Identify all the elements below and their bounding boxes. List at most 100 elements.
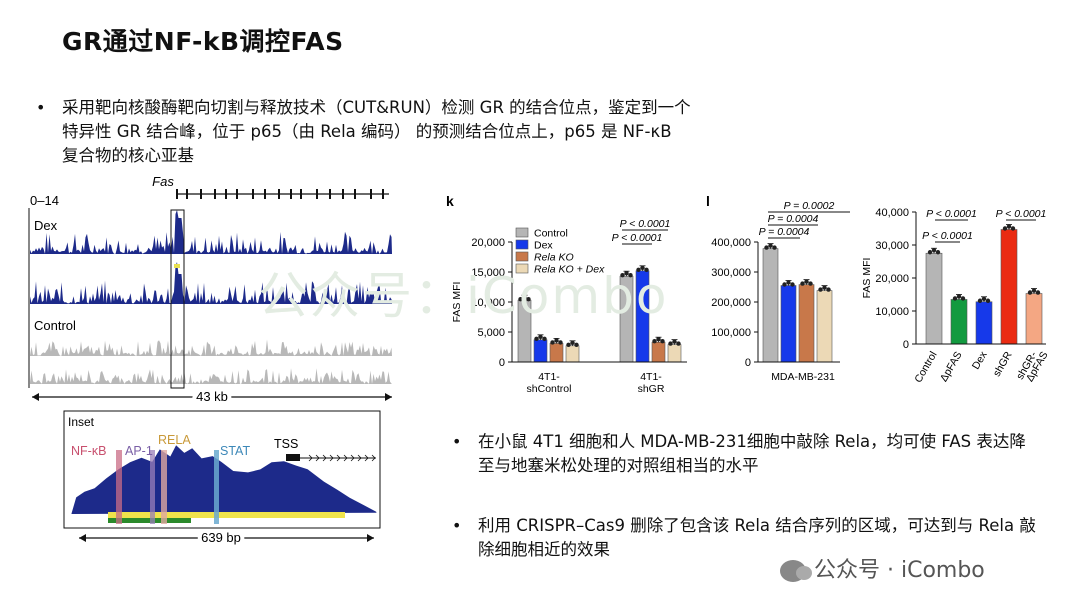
data-point <box>636 267 641 272</box>
rela-site-marker <box>161 450 167 524</box>
dex-track-label: Dex <box>34 218 58 233</box>
x-tick-label: shControl <box>527 383 572 395</box>
chart-panel-l: l 0 100,000 200,000 300,000 400,000 MDA-MB-23… <box>706 193 850 383</box>
y-axis-label: FAS MFI <box>451 282 463 323</box>
legend-swatch <box>515 239 529 250</box>
bullet-point: • 利用 CRISPR–Cas9 删除了包含该 Rela 结合序列的区域，可达到… <box>452 514 1038 562</box>
data-point <box>534 336 539 341</box>
data-point <box>1035 290 1041 295</box>
y-tick-label: 300,000 <box>711 267 751 279</box>
data-point <box>768 243 773 248</box>
data-point <box>981 296 987 301</box>
bullet-point: • 在小鼠 4T1 细胞和人 MDA-MB-231细胞中敲除 Rela，均可使 … <box>452 430 1038 478</box>
data-point <box>772 245 777 250</box>
y-tick-label: 0 <box>745 357 751 369</box>
data-point <box>1027 290 1033 295</box>
control-track-label: Control <box>34 318 76 333</box>
data-point <box>800 281 805 286</box>
data-point <box>931 248 937 253</box>
y-tick-label: 100,000 <box>711 327 751 339</box>
bar <box>651 341 666 363</box>
data-point <box>518 297 523 302</box>
chart-panel-fas-deletion: 0 10,000 20,000 30,000 40,000 FAS MFI ControlΔ… <box>861 207 1051 385</box>
watermark-background: 公众号：iCombo <box>258 267 669 325</box>
ap1-site-marker <box>150 450 155 524</box>
peak-highlight-box <box>170 209 185 389</box>
panel-label-l: l <box>706 193 710 209</box>
data-point <box>558 340 563 345</box>
dex-track-2 <box>30 262 392 304</box>
span-label: 43 kb <box>196 389 228 404</box>
data-point <box>808 281 813 286</box>
data-point <box>960 296 966 301</box>
data-point <box>640 265 645 270</box>
bullet-symbol: • <box>36 98 46 117</box>
legend-swatch <box>515 263 529 274</box>
data-point <box>526 297 531 302</box>
data-point <box>826 287 831 292</box>
data-point <box>570 340 575 345</box>
y-tick-label: 15,000 <box>471 267 505 279</box>
inset-title: Inset <box>68 415 95 429</box>
data-point <box>804 279 809 284</box>
y-tick-label: 0 <box>499 357 505 369</box>
y-tick-label: 400,000 <box>711 237 751 249</box>
data-point <box>628 273 633 278</box>
data-point <box>952 296 958 301</box>
data-point <box>676 341 681 346</box>
rela-site-label: RELA <box>158 433 191 447</box>
legend-label: Control <box>534 228 568 240</box>
bar <box>816 290 833 363</box>
bar <box>950 299 968 345</box>
legend-swatch <box>515 251 529 262</box>
bullet-text: 利用 CRISPR–Cas9 删除了包含该 Rela 结合序列的区域，可达到与 … <box>478 516 1036 559</box>
bar <box>667 344 682 363</box>
significance-label: P < 0.0001 <box>926 208 977 220</box>
bar <box>1000 229 1018 345</box>
data-point <box>672 339 677 344</box>
x-tick-label: Dex <box>970 349 990 372</box>
data-point <box>786 280 791 285</box>
scale-label: 0–14 <box>30 193 59 208</box>
data-point <box>985 298 991 303</box>
x-tick-label: 4T1- <box>640 371 662 383</box>
data-point <box>554 338 559 343</box>
control-track-1 <box>30 339 392 356</box>
dex-track-1 <box>30 210 392 254</box>
data-point <box>1006 224 1012 229</box>
y-axis-label: FAS MFI <box>861 258 873 299</box>
data-point <box>542 336 547 341</box>
data-point <box>644 267 649 272</box>
y-tick-label: 10,000 <box>875 306 909 318</box>
gene-label: Fas <box>152 174 174 189</box>
inset-coverage-track <box>71 445 377 514</box>
x-tick-label: shGR <box>638 383 665 395</box>
watermark-brand-text: 公众号 · iCombo <box>814 558 985 583</box>
legend-label: Dex <box>534 240 553 252</box>
ap1-site-label: AP-1 <box>125 444 153 458</box>
bar <box>565 345 580 363</box>
data-point <box>522 295 527 300</box>
data-point <box>935 250 941 255</box>
gene-exons <box>176 189 384 199</box>
tss-direction-ticks <box>308 454 376 462</box>
data-point <box>660 339 665 344</box>
data-point <box>566 342 571 347</box>
y-tick-label: 5,000 <box>477 327 505 339</box>
bar <box>1025 293 1043 345</box>
data-point <box>620 273 625 278</box>
data-point <box>818 287 823 292</box>
significance-label: P = 0.0004 <box>768 213 819 225</box>
data-point <box>550 340 555 345</box>
x-tick-label: shGR <box>991 349 1015 379</box>
inset-span-label: 639 bp <box>201 530 241 545</box>
data-point <box>538 334 543 339</box>
nfkb-site-label: NF-κB <box>71 444 106 458</box>
data-point <box>652 339 657 344</box>
bar <box>762 248 779 363</box>
control-track-2 <box>30 368 392 384</box>
bar <box>780 285 797 363</box>
data-point <box>1031 288 1037 293</box>
data-point <box>764 245 769 250</box>
